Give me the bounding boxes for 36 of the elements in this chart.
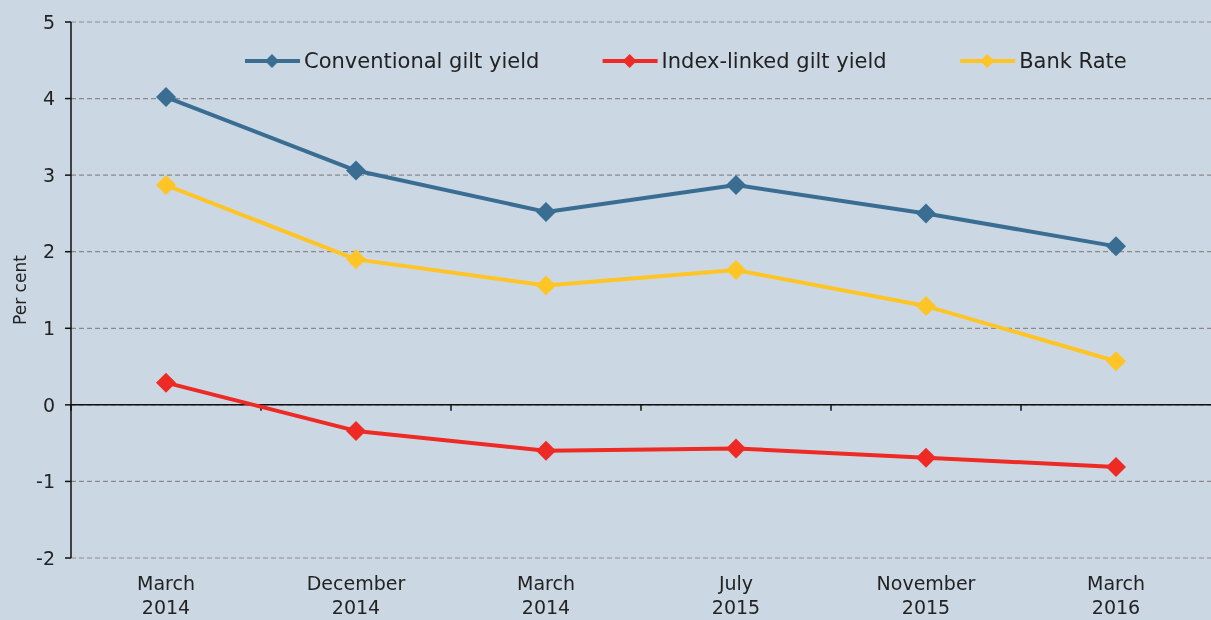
y-tick-label: 4	[42, 87, 55, 110]
x-tick-label: December 2014	[306, 572, 406, 618]
point	[346, 249, 366, 270]
point	[156, 372, 176, 393]
point	[536, 440, 556, 461]
point	[346, 420, 366, 441]
y-tick-label: 1	[42, 316, 55, 339]
point	[916, 447, 936, 468]
legend-label: Bank Rate	[1019, 49, 1127, 74]
y-tick-label: -1	[36, 470, 55, 493]
point	[156, 175, 176, 196]
legend-label: Conventional gilt yield	[304, 49, 540, 74]
point	[1106, 351, 1126, 372]
x-tick-label: November 2015	[876, 572, 976, 618]
point	[726, 260, 746, 281]
x-tick-label: March 2014	[517, 572, 575, 618]
y-tick-label: -2	[36, 546, 55, 569]
y-tick-label: 2	[42, 240, 55, 263]
point	[726, 175, 746, 196]
point	[916, 203, 936, 224]
point	[346, 160, 366, 181]
x-tick-label: March 2014	[137, 572, 195, 618]
point	[726, 438, 746, 459]
x-tick-label: July 2015	[711, 572, 761, 618]
point	[1106, 236, 1126, 257]
y-axis-title: Per cent	[10, 254, 30, 325]
point	[536, 275, 556, 296]
point	[916, 296, 936, 317]
y-tick-label: 0	[42, 393, 55, 416]
point	[536, 201, 556, 222]
y-tick-label: 5	[42, 10, 55, 33]
y-tick-label: 3	[42, 163, 55, 186]
x-tick-label: March 2016	[1087, 572, 1145, 618]
point	[156, 87, 176, 108]
point	[1106, 456, 1126, 477]
legend-label: Index-linked gilt yield	[661, 49, 887, 74]
